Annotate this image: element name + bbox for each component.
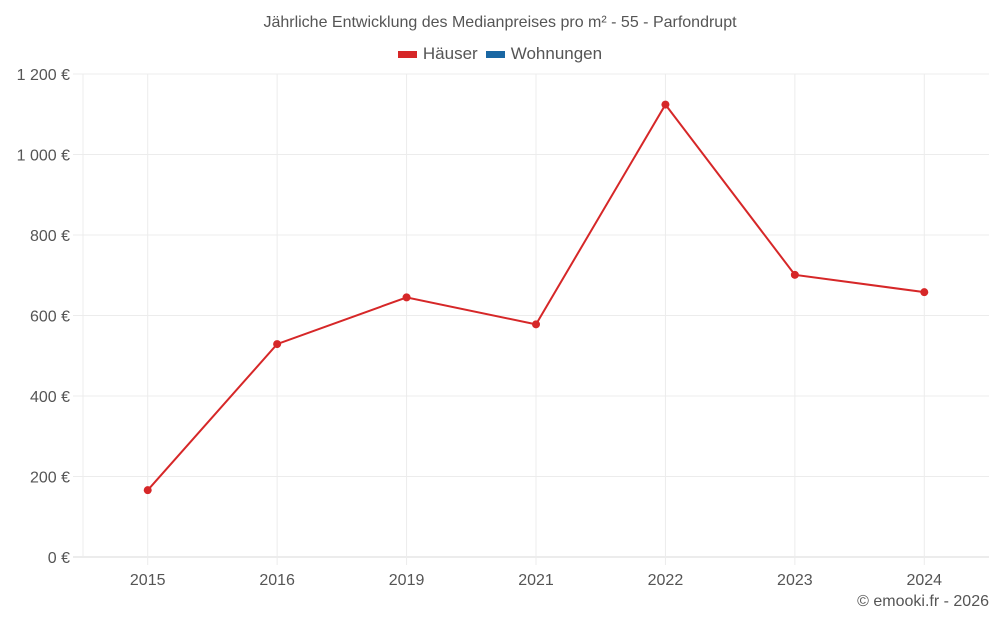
legend-swatch-wohnungen: [485, 50, 505, 58]
legend-item-haeuser[interactable]: Häuser: [397, 44, 478, 64]
legend: Häuser Wohnungen: [0, 44, 1000, 64]
legend-label-wohnungen: Wohnungen: [510, 44, 603, 63]
chart-title: Jährliche Entwicklung des Medianpreises …: [263, 14, 737, 31]
copyright-credit: © emooki.fr - 2026: [857, 593, 989, 610]
x-tick-label: 2021: [518, 572, 554, 589]
y-tick-label: 800 €: [30, 228, 70, 245]
x-tick-label: 2016: [259, 572, 295, 589]
data-point[interactable]: [790, 270, 799, 279]
y-tick-label: 600 €: [30, 309, 70, 326]
y-tick-label: 200 €: [30, 470, 70, 487]
data-point[interactable]: [920, 288, 929, 297]
data-point[interactable]: [402, 293, 411, 302]
y-tick-label: 400 €: [30, 389, 70, 406]
y-tick-label: 1 200 €: [17, 67, 70, 84]
data-point[interactable]: [532, 320, 540, 329]
legend-label-haeuser: Häuser: [422, 44, 478, 63]
x-tick-label: 2022: [648, 572, 684, 589]
legend-item-wohnungen[interactable]: Wohnungen: [485, 44, 603, 64]
x-tick-label: 2015: [130, 572, 166, 589]
y-tick-label: 1 000 €: [17, 148, 70, 165]
y-tick-label: 0 €: [48, 550, 70, 567]
data-point[interactable]: [143, 486, 152, 495]
legend-swatch-haeuser: [397, 50, 417, 58]
x-tick-label: 2019: [389, 572, 425, 589]
data-point[interactable]: [273, 340, 282, 349]
data-point[interactable]: [661, 100, 670, 109]
x-tick-label: 2024: [906, 572, 942, 589]
x-tick-label: 2023: [777, 572, 813, 589]
